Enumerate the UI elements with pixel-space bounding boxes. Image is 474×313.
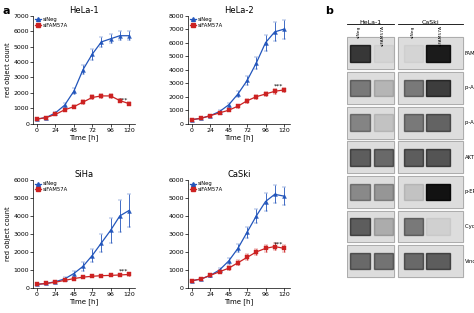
Y-axis label: red object count: red object count	[5, 207, 11, 261]
Bar	[347, 176, 393, 208]
Bar	[398, 245, 463, 277]
Legend: siNeg, siFAM57A: siNeg, siFAM57A	[34, 17, 68, 28]
Text: siNeg: siNeg	[357, 25, 361, 38]
Text: a: a	[2, 6, 10, 16]
Bar	[347, 211, 393, 242]
Text: ***: ***	[274, 84, 283, 89]
Text: b: b	[325, 6, 333, 16]
Bar	[426, 253, 450, 269]
Bar	[404, 253, 422, 269]
Bar	[350, 149, 370, 166]
Bar	[374, 45, 392, 62]
Bar	[347, 245, 393, 277]
Bar	[347, 176, 393, 208]
Bar	[350, 183, 370, 200]
Text: siNeg: siNeg	[410, 25, 415, 38]
Bar	[350, 114, 370, 131]
Bar	[347, 72, 393, 104]
Bar	[350, 218, 370, 235]
Bar	[404, 218, 422, 235]
Bar	[374, 80, 392, 96]
Bar	[398, 72, 463, 104]
Bar	[347, 141, 393, 173]
Bar	[398, 107, 463, 139]
Bar	[404, 114, 422, 131]
Text: ***: ***	[274, 242, 283, 247]
Bar	[426, 80, 450, 96]
Bar	[347, 72, 393, 104]
Text: p-ERK1/2: p-ERK1/2	[465, 189, 474, 194]
Bar	[374, 149, 392, 166]
Bar	[398, 211, 463, 242]
Bar	[398, 38, 463, 69]
Bar	[347, 211, 393, 242]
Bar	[374, 114, 392, 131]
Bar	[426, 45, 450, 62]
Legend: siNeg, siFAM57A: siNeg, siFAM57A	[189, 181, 223, 193]
Bar	[374, 253, 392, 269]
Bar	[426, 183, 450, 200]
Bar	[398, 211, 463, 242]
Title: HeLa-2: HeLa-2	[224, 6, 254, 15]
Bar	[347, 38, 393, 69]
Bar	[350, 80, 370, 96]
Bar	[404, 149, 422, 166]
Text: Vinculin: Vinculin	[465, 259, 474, 264]
Bar	[398, 176, 463, 208]
Legend: siNeg, siFAM57A: siNeg, siFAM57A	[34, 181, 68, 193]
Text: CaSki: CaSki	[421, 20, 439, 25]
X-axis label: Time [h]: Time [h]	[70, 299, 99, 305]
Title: SiHa: SiHa	[74, 170, 94, 179]
Title: CaSki: CaSki	[228, 170, 251, 179]
Bar	[347, 245, 393, 277]
Text: Cyclin D1: Cyclin D1	[465, 224, 474, 229]
Bar	[426, 149, 450, 166]
Bar	[347, 107, 393, 139]
Text: ***: ***	[119, 269, 128, 274]
Bar	[398, 38, 463, 69]
Text: HeLa-1: HeLa-1	[359, 20, 382, 25]
Bar	[398, 141, 463, 173]
Text: siFAM57A: siFAM57A	[438, 25, 442, 46]
Bar	[374, 183, 392, 200]
Bar	[398, 141, 463, 173]
Legend: siNeg, siFAM57A: siNeg, siFAM57A	[189, 17, 223, 28]
Bar	[374, 218, 392, 235]
Bar	[347, 141, 393, 173]
X-axis label: Time [h]: Time [h]	[225, 299, 254, 305]
Y-axis label: red object count: red object count	[5, 42, 11, 97]
Title: HeLa-1: HeLa-1	[69, 6, 99, 15]
Bar	[398, 176, 463, 208]
Bar	[350, 45, 370, 62]
Bar	[404, 183, 422, 200]
Bar	[426, 218, 450, 235]
X-axis label: Time [h]: Time [h]	[225, 134, 254, 141]
Bar	[347, 38, 393, 69]
Bar	[404, 80, 422, 96]
Bar	[404, 45, 422, 62]
Text: p-AKT (S473): p-AKT (S473)	[465, 85, 474, 90]
Text: AKT: AKT	[465, 155, 474, 160]
Text: FAM57A: FAM57A	[465, 51, 474, 56]
Text: ***: ***	[119, 98, 128, 103]
Text: p-AKT (T308): p-AKT (T308)	[465, 120, 474, 125]
Bar	[347, 107, 393, 139]
Bar	[398, 245, 463, 277]
X-axis label: Time [h]: Time [h]	[70, 134, 99, 141]
Bar	[426, 114, 450, 131]
Text: siFAM57A: siFAM57A	[381, 25, 384, 46]
Bar	[350, 253, 370, 269]
Bar	[398, 72, 463, 104]
Bar	[398, 107, 463, 139]
